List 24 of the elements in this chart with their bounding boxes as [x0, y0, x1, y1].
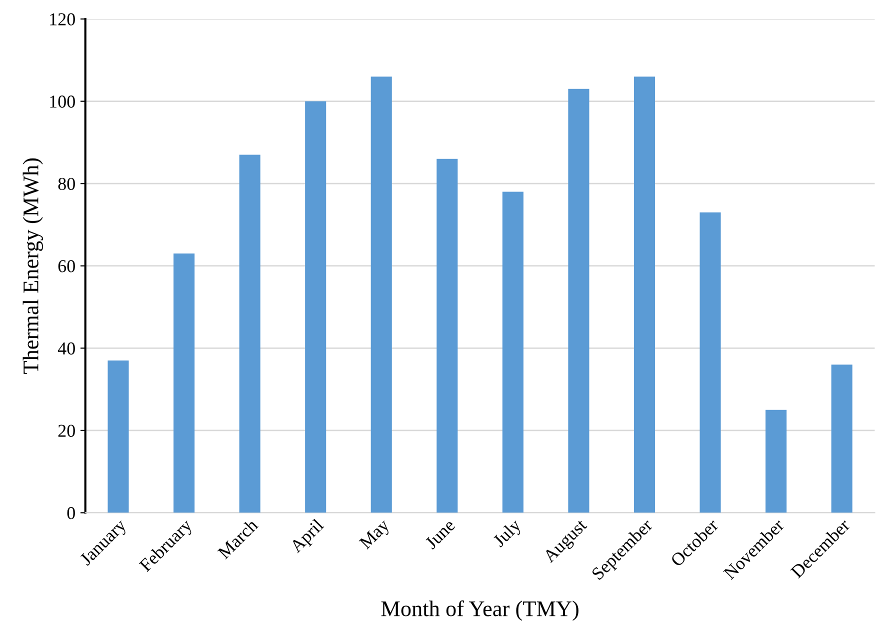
y-tick-label: 20 [58, 424, 75, 437]
x-tick-label: June [424, 518, 456, 550]
x-axis-title: Month of Year (TMY) [381, 600, 578, 621]
bar [766, 410, 787, 513]
x-tick-label: July [492, 518, 524, 550]
x-tick-label: May [358, 518, 393, 552]
bar [239, 154, 260, 513]
y-axis-title: Thermal Energy (MWh) [22, 158, 43, 374]
y-tick-label: 100 [50, 96, 75, 108]
bar [305, 101, 326, 513]
bar [502, 192, 524, 513]
bar [174, 254, 195, 513]
bar [700, 212, 721, 513]
bar [108, 360, 129, 513]
y-tick-label: 0 [67, 506, 75, 520]
bar [370, 76, 392, 513]
y-tick-label: 80 [58, 178, 75, 190]
y-tick-label: 120 [50, 13, 75, 26]
bar [831, 364, 852, 513]
bar [436, 158, 458, 513]
y-tick-label: 60 [58, 260, 75, 272]
y-tick-label: 40 [58, 342, 75, 355]
bar [634, 76, 656, 513]
bar [568, 88, 590, 513]
